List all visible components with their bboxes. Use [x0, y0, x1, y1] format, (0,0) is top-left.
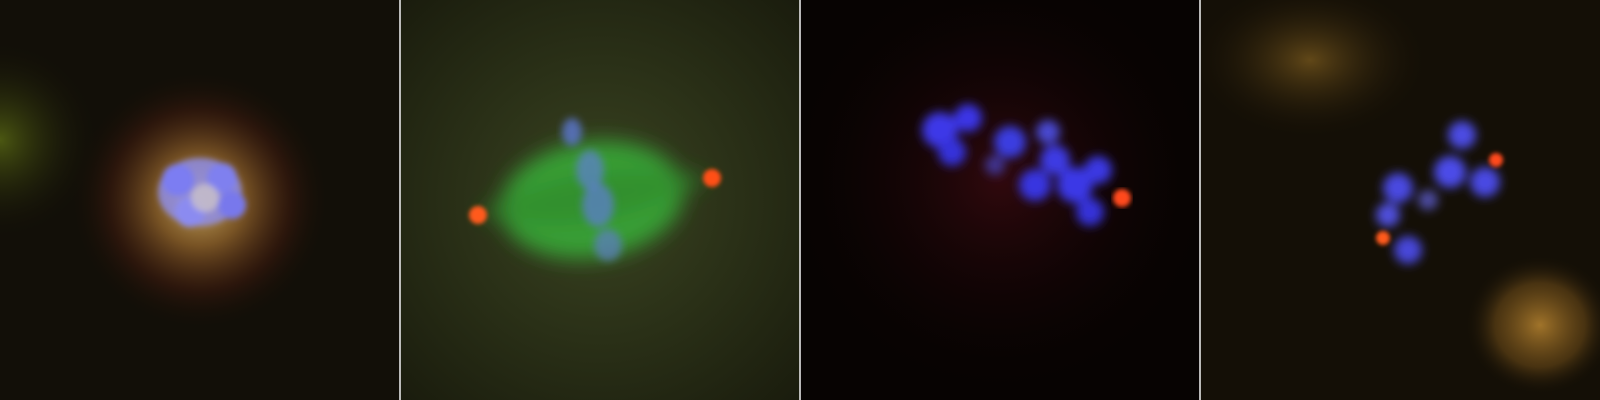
- micrograph-panel-1: [0, 0, 400, 400]
- panel-1-chromatin: [158, 158, 246, 227]
- micrograph-4-image: [1200, 0, 1600, 400]
- panel-divider-3: [1199, 0, 1201, 400]
- micrograph-3-image: [800, 0, 1200, 400]
- micrograph-panel-3: [800, 0, 1200, 400]
- micrograph-1-image: [0, 0, 400, 400]
- panel-divider-2: [799, 0, 801, 400]
- panel-4-top-glow: [1200, 0, 1430, 140]
- micrograph-panel-4: [1200, 0, 1600, 400]
- panel-4-neighbor-cell: [1465, 255, 1600, 395]
- panel-3-red-haze: [800, 0, 1200, 400]
- panel-4-centrosomes: [1376, 153, 1503, 245]
- panel-3-centrosome: [1113, 189, 1131, 207]
- panel-2-centrosomes: [469, 169, 721, 224]
- panel-2-chromosomes: [562, 118, 622, 261]
- micrograph-panel-2: [400, 0, 800, 400]
- panel-divider-1: [399, 0, 401, 400]
- micrograph-2-image: [400, 0, 800, 400]
- panel-3-chromosomes: [922, 104, 1112, 226]
- panel-4-chromosomes: [1376, 121, 1500, 264]
